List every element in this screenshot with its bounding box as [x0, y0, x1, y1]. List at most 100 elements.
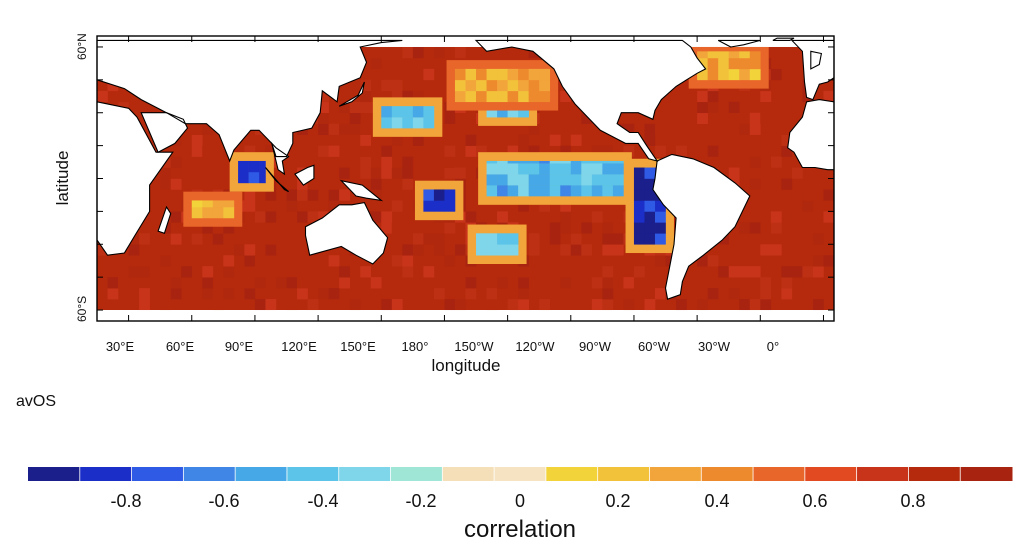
- map-cell: [591, 145, 603, 157]
- map-cell: [139, 288, 150, 300]
- anomaly-cell: [591, 160, 603, 164]
- map-cell: [528, 123, 540, 135]
- anomaly-cell: [655, 200, 666, 212]
- map-cell: [254, 277, 266, 289]
- map-cell: [760, 288, 772, 300]
- anomaly-cell: [591, 185, 603, 197]
- map-cell: [623, 123, 635, 135]
- anomaly-cell: [518, 79, 529, 92]
- map-cell: [697, 266, 708, 278]
- map-cell: [697, 101, 708, 114]
- anomaly-cell: [697, 51, 708, 59]
- map-cell: [718, 101, 730, 114]
- x-axis-label: longitude: [431, 356, 500, 375]
- map-cell: [476, 145, 487, 157]
- map-cell: [360, 145, 372, 157]
- anomaly-cell: [476, 244, 487, 256]
- map-cell: [191, 123, 203, 135]
- map-cell: [465, 277, 477, 289]
- map-cell: [381, 222, 393, 234]
- map-cell: [518, 134, 529, 146]
- anomaly-cell: [644, 211, 656, 223]
- map-cell: [444, 167, 456, 179]
- map-cell: [391, 134, 403, 146]
- map-cell: [328, 123, 340, 135]
- anomaly-cell: [497, 174, 508, 186]
- anomaly-cell: [591, 163, 603, 175]
- anomaly-cell: [238, 171, 249, 184]
- map-cell: [749, 134, 761, 146]
- map-cell: [370, 277, 382, 289]
- map-cell: [591, 211, 603, 223]
- colorbar-swatch: [960, 467, 1013, 481]
- anomaly-cell: [570, 185, 582, 197]
- map-cell: [244, 200, 256, 212]
- map-cell: [444, 255, 456, 267]
- map-cell: [760, 277, 772, 289]
- map-cell: [202, 277, 214, 289]
- anomaly-cell: [497, 163, 508, 175]
- map-cell: [402, 244, 414, 256]
- map-cell: [802, 189, 814, 201]
- map-cell: [760, 90, 772, 103]
- map-cell: [739, 222, 751, 234]
- map-cell: [349, 167, 361, 179]
- anomaly-cell: [644, 233, 656, 245]
- map-cell: [370, 189, 382, 201]
- colorbar-swatch: [753, 467, 806, 481]
- map-cell: [391, 90, 403, 103]
- map-ticks: [97, 36, 834, 321]
- map-cell: [518, 299, 529, 311]
- anomaly-cell: [476, 233, 487, 245]
- anomaly-cell: [718, 51, 730, 59]
- map-cell: [749, 123, 761, 135]
- map-cell: [518, 277, 529, 289]
- map-cell: [539, 299, 551, 311]
- map-cell: [254, 299, 266, 311]
- anomaly-cell: [633, 222, 645, 234]
- map-cell: [318, 288, 329, 300]
- map-cell: [223, 288, 235, 300]
- anomaly-cell: [518, 160, 529, 164]
- map-cell: [781, 266, 793, 278]
- map-cell: [707, 156, 719, 168]
- map-cell: [444, 299, 456, 311]
- map-cell: [170, 167, 182, 179]
- map-cell: [307, 299, 319, 311]
- anomaly-cell: [454, 68, 466, 81]
- anomaly-cell: [549, 174, 561, 186]
- anomaly-cell: [549, 163, 561, 175]
- anomaly-cell: [633, 167, 645, 179]
- map-cell: [497, 288, 508, 300]
- map-cell: [781, 288, 793, 300]
- land-mask: [97, 101, 173, 256]
- map-cell: [454, 266, 466, 278]
- anomaly-cell: [581, 174, 593, 186]
- map-cell: [318, 145, 329, 157]
- map-cell: [212, 299, 224, 311]
- map-cell: [286, 277, 298, 289]
- colorbar-swatch: [28, 467, 81, 481]
- map-cell: [297, 277, 308, 289]
- land-mask: [791, 40, 834, 100]
- map-cell: [697, 299, 708, 311]
- anomaly-cell: [248, 160, 260, 173]
- map-cell: [139, 233, 150, 245]
- map-cell: [244, 222, 256, 234]
- colorbar-tick-02: 0.2: [605, 491, 630, 511]
- map-cell: [412, 90, 424, 103]
- map-cell: [381, 156, 393, 168]
- colorbar-label: correlation: [464, 516, 576, 543]
- lon-tick-150e: 150°E: [340, 339, 376, 354]
- map-cell: [549, 222, 561, 234]
- map-cell: [697, 90, 708, 103]
- land-mask: [787, 99, 834, 170]
- map-cell: [297, 211, 308, 223]
- map-cell: [318, 123, 329, 135]
- map-cell: [591, 277, 603, 289]
- map-cell: [676, 101, 687, 114]
- map-cell: [676, 145, 687, 157]
- map-cell: [791, 167, 803, 179]
- variable-label: avOS: [16, 393, 57, 410]
- map-cell: [286, 156, 298, 168]
